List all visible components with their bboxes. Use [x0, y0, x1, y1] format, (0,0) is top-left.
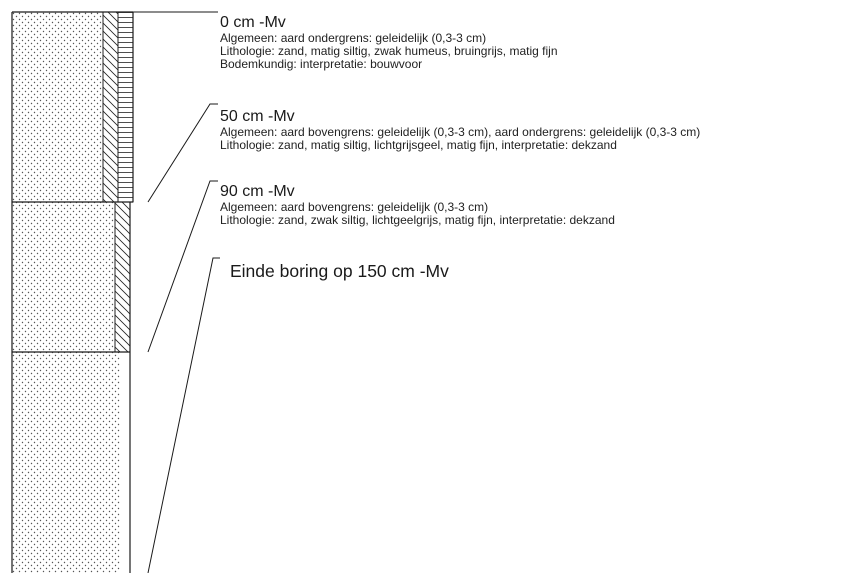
- leader-line-2: [147, 103, 218, 203]
- leader-line-3: [147, 180, 218, 353]
- layer-1-lithology: [12, 12, 103, 202]
- layer-detail-line: Lithologie: zand, zwak siltig, lichtgeel…: [220, 213, 615, 227]
- end-of-boring-label: Einde boring op 150 cm -Mv: [230, 261, 449, 281]
- layer-1-hatch: [102, 11, 119, 203]
- layer-description-3: 90 cm -Mv Algemeen: aard bovengrens: gel…: [220, 183, 615, 227]
- leader-line-4: [147, 257, 220, 573]
- layer-2-hatch: [114, 201, 131, 353]
- column-outline: [11, 11, 134, 573]
- lithology-column: [12, 12, 120, 573]
- layer-depth-label: 90 cm -Mv: [220, 183, 295, 200]
- layer-depth-label: 0 cm -Mv: [220, 14, 286, 31]
- layer-detail-line: Algemeen: aard bovengrens: geleidelijk (…: [220, 125, 701, 139]
- layer-1-ladder: [117, 11, 134, 203]
- layer-depth-label: 50 cm -Mv: [220, 108, 295, 125]
- layer-detail-line: Algemeen: aard bovengrens: geleidelijk (…: [220, 200, 489, 214]
- layer-detail-line: Lithologie: zand, matig siltig, lichtgri…: [220, 138, 617, 152]
- admixture-column: [102, 11, 134, 353]
- layer-2-lithology: [12, 202, 115, 352]
- layer-detail-line: Bodemkundig: interpretatie: bouwvoor: [220, 57, 423, 71]
- layer-description-1: 0 cm -Mv Algemeen: aard ondergrens: gele…: [220, 14, 558, 71]
- layer-3-lithology: [12, 352, 120, 573]
- layer-description-2: 50 cm -Mv Algemeen: aard bovengrens: gel…: [220, 108, 700, 152]
- layer-detail-line: Lithologie: zand, matig siltig, zwak hum…: [220, 44, 558, 58]
- leader-lines: [133, 11, 220, 573]
- layer-detail-line: Algemeen: aard ondergrens: geleidelijk (…: [220, 31, 487, 45]
